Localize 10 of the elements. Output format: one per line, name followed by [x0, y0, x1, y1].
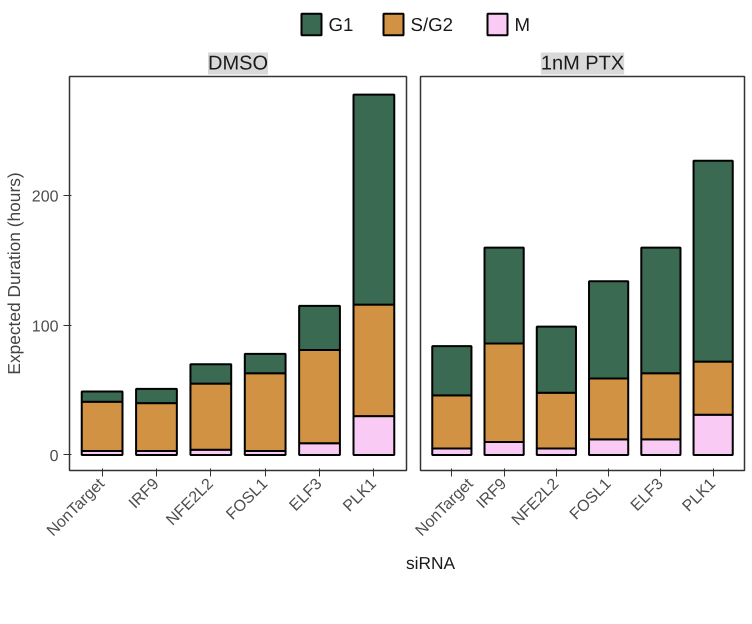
- legend-label: G1: [328, 14, 354, 35]
- chart-title: DMSO: [208, 52, 268, 74]
- y-axis-title: Expected Duration (hours): [4, 172, 24, 375]
- legend-label: S/G2: [410, 14, 454, 35]
- y-tick-label: 0: [50, 448, 59, 465]
- legend-label: M: [514, 14, 530, 35]
- x-axis-title: siRNA: [406, 552, 456, 573]
- y-tick-label: 200: [32, 188, 59, 206]
- chart-title: 1nM PTX: [540, 52, 624, 74]
- y-tick-label: 100: [32, 318, 59, 336]
